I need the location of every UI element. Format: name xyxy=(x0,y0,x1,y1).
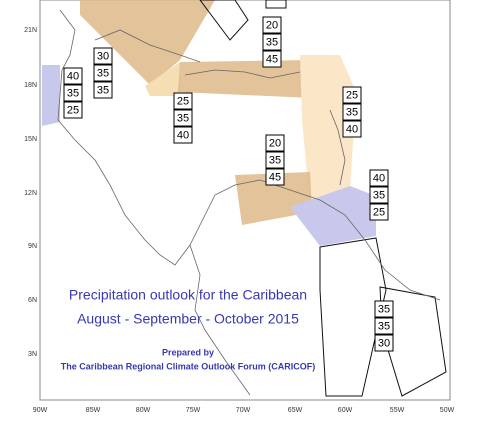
forecast-value: 35 xyxy=(378,320,390,332)
lon-label: 75W xyxy=(186,407,201,414)
region-outline xyxy=(319,237,387,397)
zone-lavender xyxy=(42,65,60,126)
forecast-box xyxy=(262,50,282,68)
forecast-value: 25 xyxy=(67,104,79,116)
forecast-value: 20 xyxy=(266,19,278,31)
lat-label: 9N xyxy=(28,243,37,250)
forum: The Caribbean Regional Climate Outlook F… xyxy=(61,361,316,371)
zone-tan xyxy=(80,0,215,85)
forecast-value: 20 xyxy=(269,137,281,149)
coastline xyxy=(57,9,441,301)
forecast-value: 35 xyxy=(378,303,390,315)
coastline xyxy=(189,244,251,396)
zone-tan xyxy=(178,60,312,98)
forecast-value: 25 xyxy=(373,206,385,218)
forecast-value: 40 xyxy=(346,123,358,135)
lon-label: 70W xyxy=(236,407,251,414)
coastlines xyxy=(57,9,441,396)
forecast-box xyxy=(173,126,193,144)
forecast-box xyxy=(262,16,282,34)
lat-label: 6N xyxy=(28,297,37,304)
title: Precipitation outlook for the Caribbean xyxy=(69,287,307,303)
forecast-box xyxy=(63,84,83,102)
forecast-box xyxy=(369,169,389,187)
zone-tan xyxy=(235,172,312,225)
lat-label: 18N xyxy=(24,82,37,89)
forecast-box xyxy=(369,186,389,204)
forecast-box xyxy=(93,81,113,99)
forecast-value: 35 xyxy=(177,112,189,124)
forecast-value: 25 xyxy=(177,95,189,107)
lat-label: 12N xyxy=(24,190,37,197)
forecast-box xyxy=(262,33,282,51)
forecast-box xyxy=(374,300,394,318)
forecast-box xyxy=(369,203,389,221)
forecast-box xyxy=(374,334,394,352)
forecast-box xyxy=(342,120,362,138)
forecast-value: 40 xyxy=(67,70,79,82)
forecast-value: 35 xyxy=(97,67,109,79)
region-outline xyxy=(199,0,249,41)
prepared-by: Prepared by xyxy=(162,347,214,357)
coastline xyxy=(329,109,346,186)
forecast-value: 35 xyxy=(67,87,79,99)
forecast-value: 40 xyxy=(177,129,189,141)
subtitle: August - September - October 2015 xyxy=(77,311,299,327)
lon-label: 90W xyxy=(33,407,48,414)
lon-label: 65W xyxy=(288,407,303,414)
forecast-box xyxy=(265,134,285,152)
region-outline xyxy=(265,0,287,9)
zone-light xyxy=(145,62,180,96)
zone-lavender xyxy=(290,186,376,246)
forecast-value: 40 xyxy=(373,172,385,184)
coastline xyxy=(184,69,301,79)
forecast-box xyxy=(374,317,394,335)
forecast-value: 25 xyxy=(346,89,358,101)
forecast-value: 35 xyxy=(266,36,278,48)
lon-label: 85W xyxy=(86,407,101,414)
forecast-value: 45 xyxy=(266,53,278,65)
zone-light xyxy=(300,55,356,205)
forecast-box xyxy=(93,47,113,65)
coastline xyxy=(94,29,201,63)
lon-label: 80W xyxy=(136,407,151,414)
lat-label: 15N xyxy=(24,136,37,143)
lat-label: 3N xyxy=(28,351,37,358)
forecast-box xyxy=(265,151,285,169)
forecast-box xyxy=(93,64,113,82)
forecast-value: 30 xyxy=(97,50,109,62)
forecast-box xyxy=(63,101,83,119)
forecast-value: 35 xyxy=(373,189,385,201)
forecast-box xyxy=(63,67,83,85)
lon-label: 55W xyxy=(390,407,405,414)
forecast-value: 35 xyxy=(97,84,109,96)
forecast-value: 35 xyxy=(346,106,358,118)
labels: Precipitation outlook for the Caribbean … xyxy=(61,287,316,372)
lon-label: 50W xyxy=(440,407,455,414)
forecast-value: 45 xyxy=(269,171,281,183)
probability-zones xyxy=(42,0,376,246)
forecast-box xyxy=(173,92,193,110)
forecast-box xyxy=(265,168,285,186)
forecast-value: 30 xyxy=(378,337,390,349)
forecast-value: 35 xyxy=(269,154,281,166)
lon-label: 60W xyxy=(338,407,353,414)
forecast-box xyxy=(173,109,193,127)
lat-label: 21N xyxy=(24,27,37,34)
forecast-box xyxy=(342,103,362,121)
forecast-box xyxy=(342,86,362,104)
